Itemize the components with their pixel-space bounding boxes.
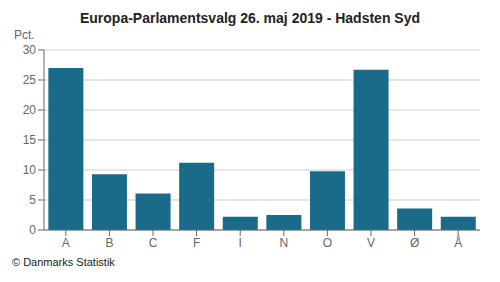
html-text:Pct.: Pct.	[14, 28, 35, 42]
svg-text:Ø: Ø	[410, 236, 419, 250]
svg-text:N: N	[279, 236, 288, 250]
html-text:© Danmarks Statistik: © Danmarks Statistik	[12, 256, 115, 268]
svg-text:20: 20	[23, 103, 37, 117]
svg-text:30: 30	[23, 43, 37, 57]
svg-text:I: I	[239, 236, 242, 250]
svg-text:5: 5	[29, 193, 36, 207]
svg-text:Å: Å	[454, 235, 462, 250]
svg-text:10: 10	[23, 163, 37, 177]
svg-text:F: F	[193, 236, 200, 250]
svg-text:A: A	[62, 236, 70, 250]
svg-text:B: B	[105, 236, 113, 250]
svg-text:25: 25	[23, 73, 37, 87]
svg-text:C: C	[149, 236, 158, 250]
svg-text:15: 15	[23, 133, 37, 147]
svg-text:V: V	[367, 236, 375, 250]
html-text:Europa-Parlamentsvalg 26. maj: Europa-Parlamentsvalg 26. maj 2019 - Had…	[80, 10, 420, 26]
svg-text:O: O	[323, 236, 332, 250]
svg-text:0: 0	[29, 223, 36, 237]
